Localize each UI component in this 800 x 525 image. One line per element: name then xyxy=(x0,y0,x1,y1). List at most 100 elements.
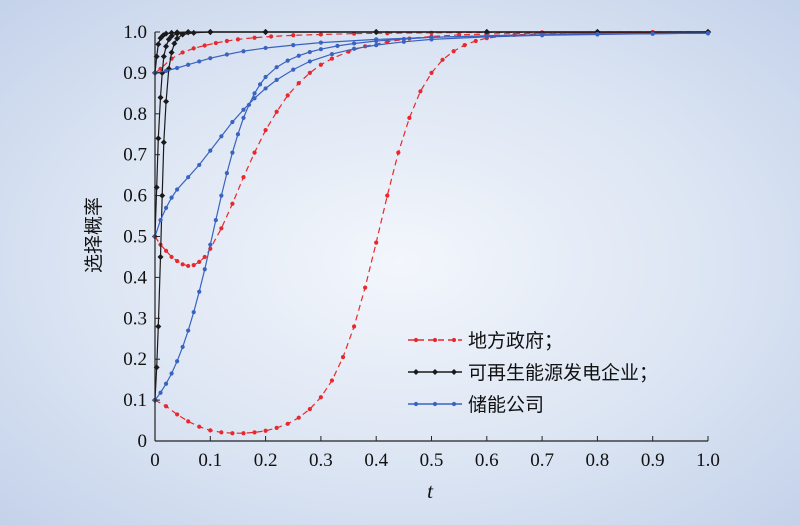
series-2-point xyxy=(163,98,170,105)
series-3-point xyxy=(241,115,246,120)
series-1-point xyxy=(158,66,163,71)
series-3-point xyxy=(241,49,246,54)
series-3-point xyxy=(163,205,169,210)
series-3-point xyxy=(351,41,357,46)
series-3-point xyxy=(224,52,229,57)
series-3-point xyxy=(230,119,235,125)
series-1-point xyxy=(263,128,268,133)
y-tick-label: 0.7 xyxy=(123,145,147,166)
series-2-point xyxy=(262,29,269,35)
series-3-point xyxy=(163,68,169,73)
series-1-point xyxy=(307,406,312,412)
series-3-point xyxy=(208,56,213,61)
series-1-point xyxy=(269,34,274,39)
series-2-point xyxy=(207,29,214,35)
series-1-point xyxy=(296,81,301,86)
series-3-point xyxy=(252,96,257,101)
series-3-line-2 xyxy=(154,32,709,237)
series-3-point xyxy=(650,31,655,36)
series-1-point xyxy=(374,240,379,245)
y-tick-label: 0.1 xyxy=(123,390,147,411)
series-1-point xyxy=(230,201,235,206)
series-2-point xyxy=(157,253,164,260)
x-tick-label: 1.0 xyxy=(696,450,720,471)
x-tick-label: 0.8 xyxy=(586,450,610,471)
x-tick-label: 0.6 xyxy=(475,450,499,471)
x-tick-label: 0.7 xyxy=(530,450,554,471)
series-layer xyxy=(152,29,711,436)
series-2-point xyxy=(190,29,197,36)
series-2-point xyxy=(165,36,172,43)
series-1-point xyxy=(241,175,246,180)
series-3-point xyxy=(197,289,202,294)
series-3-point xyxy=(291,67,296,72)
series-2-point xyxy=(163,43,170,50)
series-3-point xyxy=(274,77,279,82)
series-1-point xyxy=(175,258,180,264)
series-3-point xyxy=(374,42,379,48)
series-3-point xyxy=(318,40,323,45)
series-1-point xyxy=(163,248,169,253)
series-3-point xyxy=(296,53,301,58)
y-tick-label: 1.0 xyxy=(123,22,147,43)
series-1-point xyxy=(235,37,241,42)
series-1-point xyxy=(202,254,207,260)
series-1-point xyxy=(318,395,323,400)
series-1-point xyxy=(169,254,174,260)
series-1-point xyxy=(274,109,279,114)
series-3-point xyxy=(285,58,290,63)
series-3-point xyxy=(257,82,263,87)
series-3-point xyxy=(202,267,207,272)
series-2-point xyxy=(155,323,162,330)
series-3-point xyxy=(224,171,229,176)
series-1-point xyxy=(285,93,290,98)
series-2-point xyxy=(160,53,167,60)
series-1-point xyxy=(291,33,296,38)
series-2-point xyxy=(168,33,175,40)
series-3-point xyxy=(219,193,224,198)
series-2-point xyxy=(174,35,181,42)
series-3-point xyxy=(540,32,545,37)
series-1-point xyxy=(191,263,196,268)
series-3-point xyxy=(263,45,268,51)
series-3-point xyxy=(219,134,224,139)
series-2-point xyxy=(155,135,162,142)
series-3-point xyxy=(169,195,174,200)
y-tick-label: 0.5 xyxy=(123,227,147,248)
series-3-line-3 xyxy=(154,32,709,401)
series-1-point xyxy=(440,57,445,62)
series-3-point xyxy=(186,62,191,67)
series-1-point xyxy=(396,150,401,155)
series-3-point xyxy=(374,38,379,44)
x-tick-label: 0.4 xyxy=(364,450,388,471)
y-tick-label: 0 xyxy=(138,431,148,452)
y-tick-label: 0.9 xyxy=(123,63,147,84)
x-tick-label: 0.5 xyxy=(420,450,444,471)
x-tick-label: 0.9 xyxy=(641,450,665,471)
series-3-point xyxy=(208,242,213,247)
series-3-point xyxy=(213,218,218,223)
legend-marker xyxy=(432,369,438,375)
series-1-point xyxy=(224,38,229,44)
legend: 地方政府； 可再生能源发电企业； 储能公司 xyxy=(408,330,658,416)
series-1-point xyxy=(318,62,323,67)
legend-marker xyxy=(413,337,419,343)
legend-marker xyxy=(451,337,457,343)
series-1-point xyxy=(285,421,290,426)
series-3-point xyxy=(175,187,180,192)
series-1-point xyxy=(175,412,180,417)
series-1-point xyxy=(197,259,202,264)
series-3-point xyxy=(241,107,246,112)
series-3 xyxy=(152,31,711,403)
series-3-point xyxy=(429,35,434,40)
series-2-point xyxy=(168,29,175,36)
series-1-point xyxy=(274,425,279,431)
series-3-point xyxy=(175,359,180,364)
series-3-point xyxy=(307,59,312,64)
series-3-point xyxy=(329,51,335,57)
series-1-point xyxy=(296,415,301,420)
series-2-line-3 xyxy=(154,31,708,401)
series-3-point xyxy=(246,102,252,107)
series-3-point xyxy=(235,132,241,137)
